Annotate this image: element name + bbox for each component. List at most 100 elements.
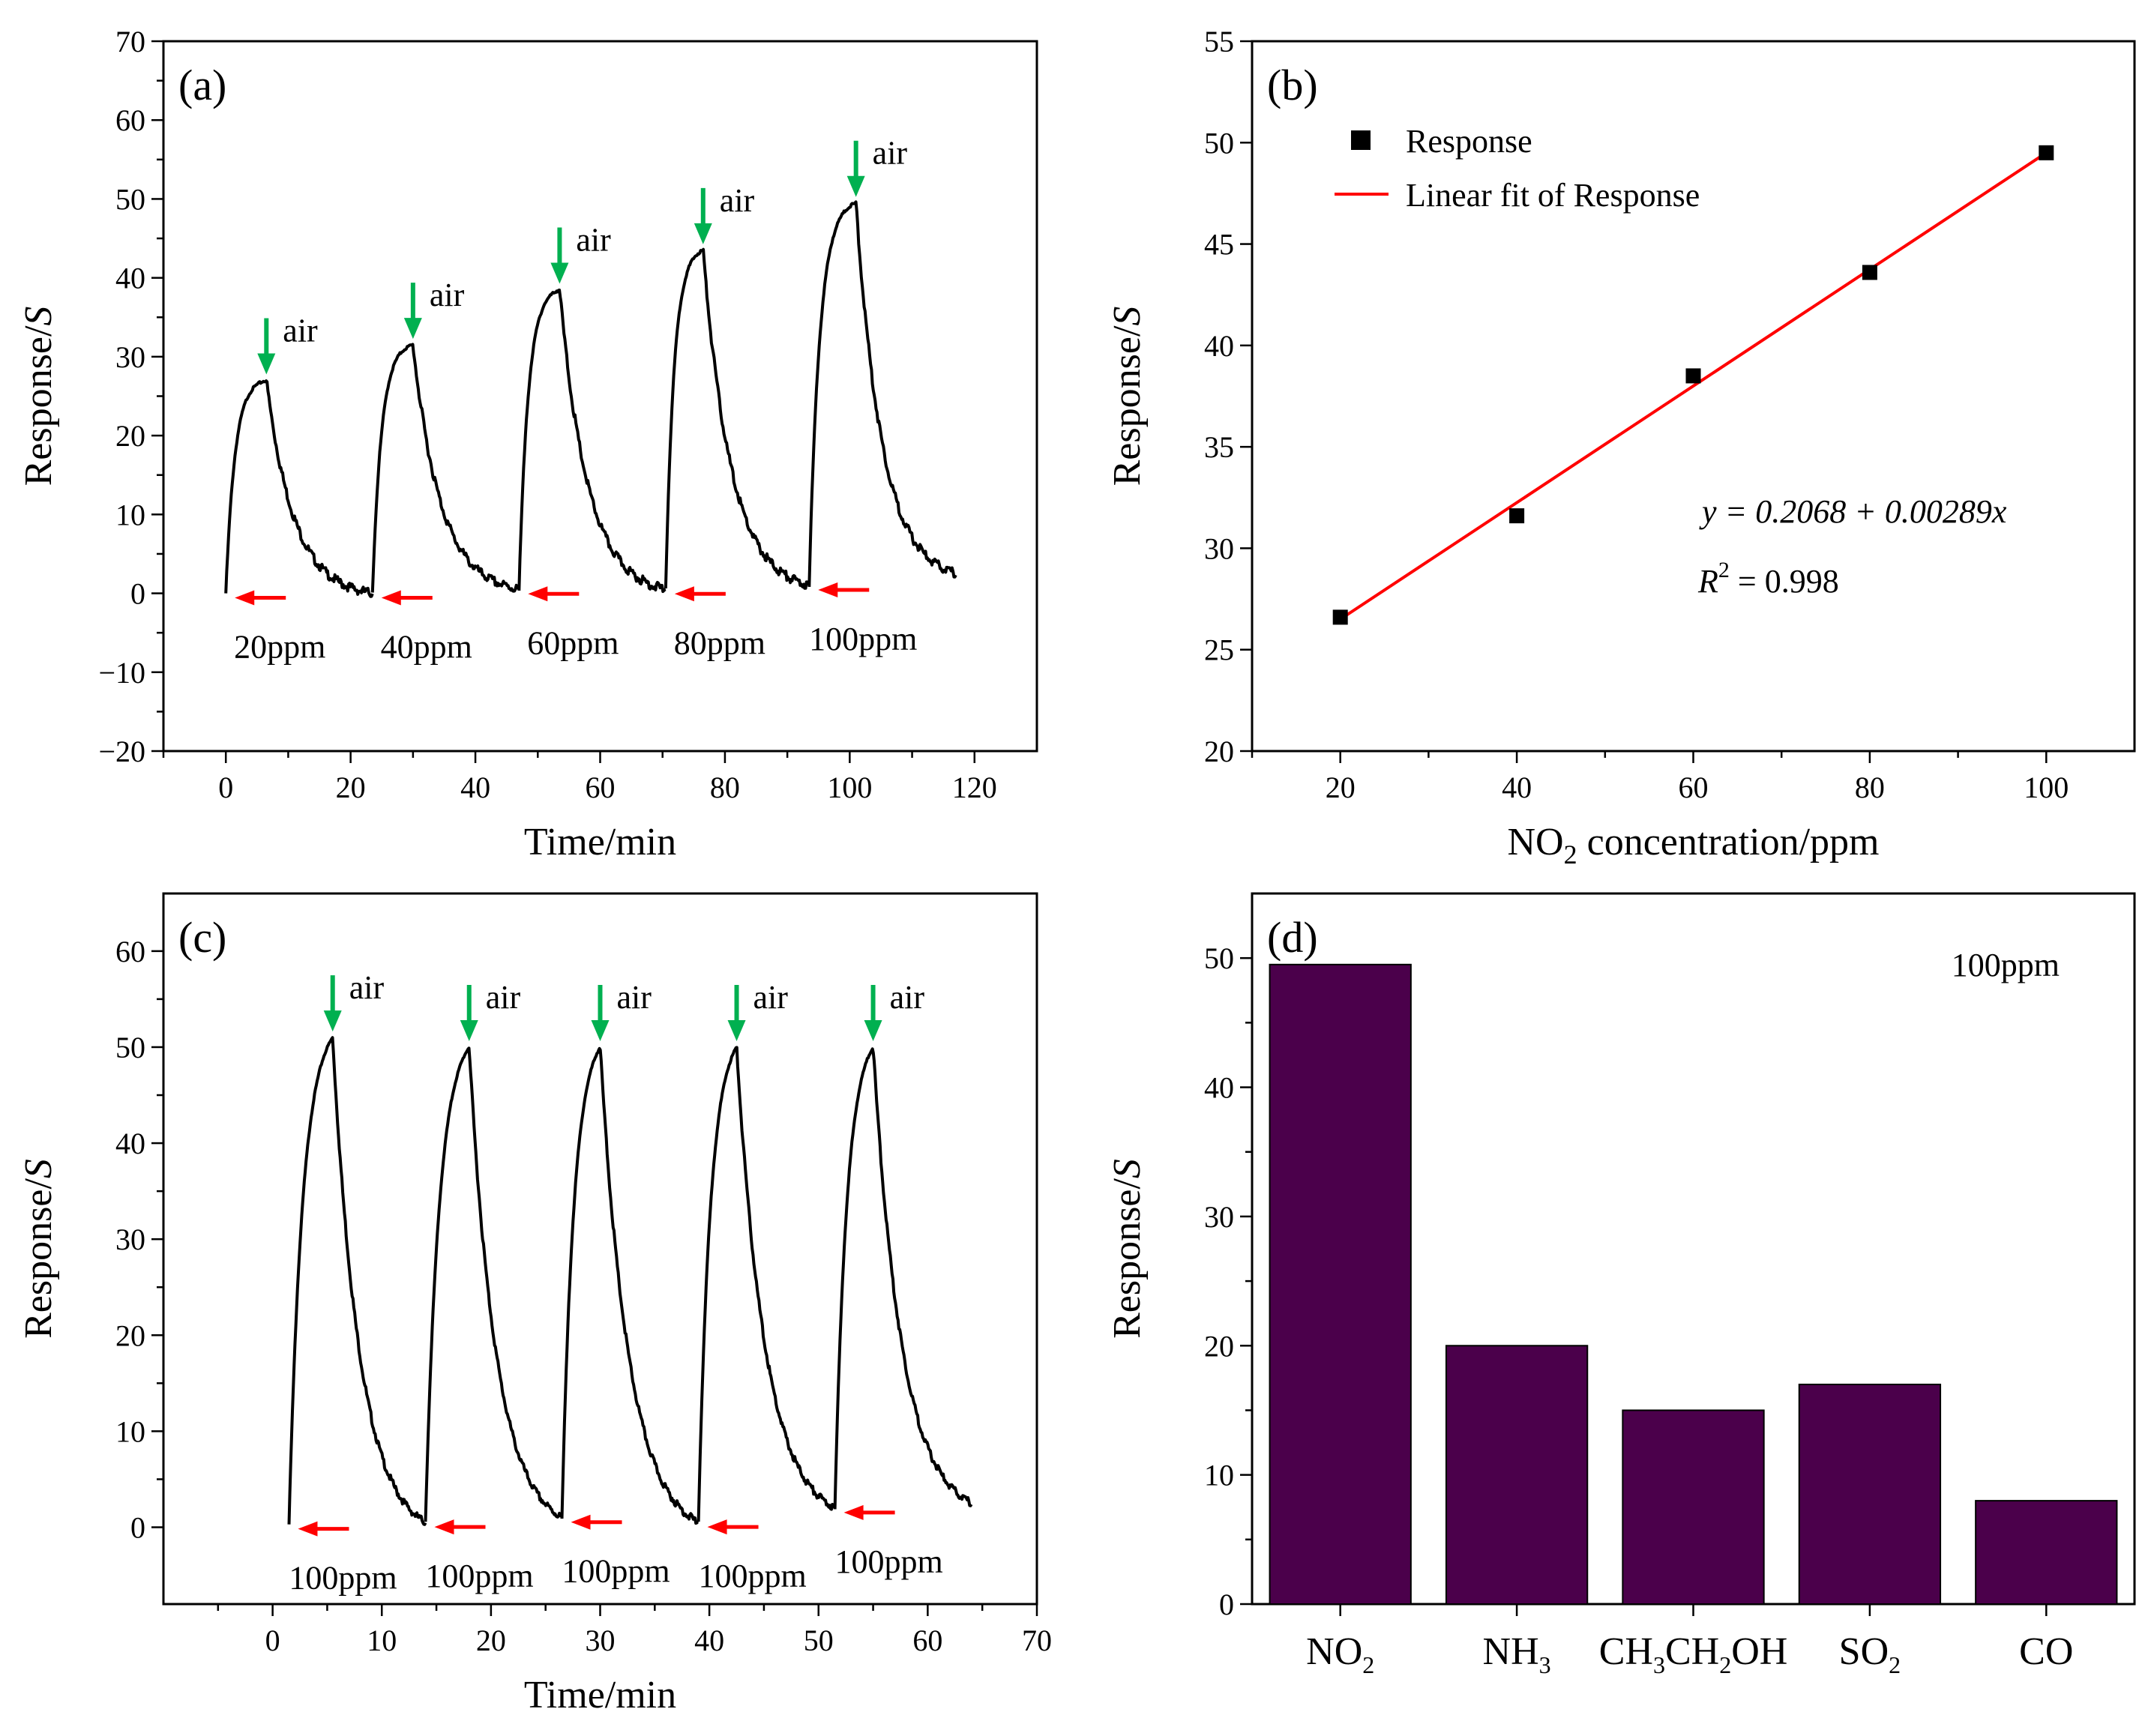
y-axis-title-text: Response/ [1106,1178,1149,1339]
concentration-label: 100ppm [425,1558,533,1594]
concentration-label: 100ppm [289,1560,397,1597]
category-label: CH3CH2OH [1599,1630,1788,1678]
x-tick-label: 30 [586,1624,616,1657]
air-label: air [890,979,925,1016]
category-label-part: NH [1483,1630,1539,1673]
x-axis-title-sub: 2 [1564,840,1577,869]
y-tick-label: 10 [115,498,145,531]
x-tick-label: 60 [912,1624,942,1657]
category-label-part: 2 [1889,1651,1901,1678]
category-label: NO2 [1306,1630,1374,1678]
x-tick-label: 40 [460,771,490,804]
category-label-part: 2 [1719,1651,1731,1678]
air-label: air [486,979,521,1016]
category-label-part: 3 [1653,1651,1665,1678]
air-arrow-head [846,175,865,197]
data-point [1862,265,1877,280]
category-label-part: 3 [1539,1651,1551,1678]
air-label: air [720,182,755,219]
bar [1269,963,1412,1606]
y-tick-label: 20 [115,419,145,453]
category-label-part: NO [1306,1630,1362,1673]
r-squared-symbol: R [1697,563,1718,600]
response-trace-cycle [287,1036,427,1526]
data-point [1332,609,1348,625]
category-label: CO [2019,1630,2073,1673]
y-tick-label: 10 [115,1414,145,1448]
category-label-part: 2 [1362,1651,1374,1678]
y-axis-title-italic: S [1106,1159,1149,1178]
air-label: air [283,312,318,349]
y-axis-title-italic: S [1106,307,1149,326]
air-arrow-head [403,318,422,340]
air-label: air [753,979,789,1016]
y-tick-label: 70 [115,25,145,58]
x-tick-label: 0 [265,1624,280,1657]
x-tick-label: 40 [694,1624,724,1657]
gas-arrow-head [707,1519,727,1535]
concentration-label: 40ppm [381,629,472,666]
x-tick-label: 60 [586,771,616,804]
data-point [2039,145,2054,160]
y-tick-label: 0 [130,1511,145,1545]
data-point [1685,368,1701,384]
y-tick-label: 40 [115,1127,145,1160]
category-label-part: CO [2019,1630,2073,1673]
concentration-label: 60ppm [527,624,619,661]
y-tick-label: −10 [98,656,145,690]
x-axis-title-post: concentration/ppm [1577,821,1880,864]
x-axis-title: Time/min [524,1674,676,1717]
r-squared-value: = 0.998 [1730,563,1839,600]
y-tick-label: 25 [1204,633,1234,667]
air-arrow-head [550,262,569,284]
data-point [1509,508,1525,524]
r-squared-exponent: 2 [1718,558,1730,582]
y-tick-label: 50 [1204,941,1234,975]
y-tick-label: −20 [98,735,145,768]
air-label: air [349,969,385,1006]
y-tick-label: 40 [1204,1071,1234,1105]
y-tick-label: 45 [1204,228,1234,262]
y-tick-label: 20 [1204,735,1234,768]
y-axis-title-text: Response/ [17,325,60,486]
y-tick-label: 30 [115,340,145,374]
air-label: air [430,277,465,313]
gas-arrow-head [843,1504,864,1520]
y-tick-label: 20 [1204,1329,1234,1363]
response-trace-cycle [424,1046,563,1522]
y-tick-label: 55 [1204,25,1234,58]
x-tick-label: 70 [1022,1624,1052,1657]
y-tick-label: 50 [115,1031,145,1064]
y-tick-label: 10 [1204,1459,1234,1492]
bar [1622,1409,1765,1606]
r-squared: R2 = 0.998 [1697,558,1839,600]
response-trace-cycle [370,343,520,593]
category-label: NH3 [1483,1630,1551,1678]
category-label-part: OH [1731,1630,1787,1673]
y-tick-label: 30 [115,1223,145,1256]
response-trace-cycle [664,247,810,590]
y-axis-title: Response/S [17,307,60,486]
panel-label: (c) [178,913,226,962]
air-label: air [576,221,611,258]
x-axis-title-pre: NO [1508,821,1564,864]
air-label: air [617,979,652,1016]
y-tick-label: 35 [1204,430,1234,464]
y-tick-label: 20 [115,1318,145,1352]
panel-label: (b) [1267,61,1318,109]
x-tick-label: 60 [1679,771,1709,804]
air-arrow-head [727,1019,746,1041]
category-label-part: CH [1665,1630,1719,1673]
x-tick-label: 50 [804,1624,834,1657]
air-arrow-head [257,353,276,375]
air-arrow-head [460,1019,478,1041]
y-axis-title-italic: S [17,1159,60,1178]
panel-label: (d) [1267,913,1318,962]
y-axis-title-italic: S [17,307,60,326]
response-trace-cycle [560,1046,700,1525]
x-tick-label: 100 [827,771,872,804]
x-tick-label: 80 [710,771,740,804]
panel-c: 0 10 20 30 40 50 60 0 10 20 30 40 50 60 70 (c) Response/… [17,892,1052,1717]
